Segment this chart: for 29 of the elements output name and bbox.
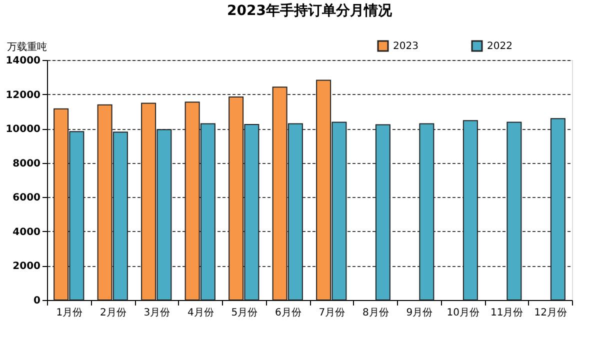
y-axis-title: 万载重吨 xyxy=(7,41,47,53)
y-tick-label: 2000 xyxy=(12,261,41,272)
bar xyxy=(462,120,478,300)
x-tick-label: 10月份 xyxy=(446,308,480,318)
bar xyxy=(506,122,522,300)
x-tick-label: 5月份 xyxy=(231,308,258,318)
x-tick-label: 6月份 xyxy=(274,308,302,318)
y-tick-label: 12000 xyxy=(6,90,41,101)
bar xyxy=(550,118,566,300)
y-tick-label: 14000 xyxy=(6,56,41,66)
y-tick-label: 6000 xyxy=(12,192,41,204)
bar xyxy=(419,123,434,300)
x-tick-label: 3月份 xyxy=(144,308,170,318)
x-tick-label: 4月份 xyxy=(187,308,214,318)
y-tick-label: 10000 xyxy=(6,124,41,136)
x-tick-label: 7月份 xyxy=(318,308,346,318)
y-tick-label: 0 xyxy=(34,296,41,306)
legend-label: 2022 xyxy=(487,41,512,52)
y-tick-label: 4000 xyxy=(12,226,41,238)
x-tick-label: 12月份 xyxy=(534,308,567,318)
legend-label: 2023 xyxy=(393,41,418,52)
bar xyxy=(375,124,390,300)
x-tick-label: 2月份 xyxy=(100,308,126,318)
x-tick-label: 9月份 xyxy=(406,308,433,318)
x-tick-label: 8月份 xyxy=(362,308,389,318)
y-tick-label: 8000 xyxy=(12,158,41,170)
x-tick-label: 11月份 xyxy=(490,308,524,318)
x-tick-label: 1月份 xyxy=(56,308,83,318)
chart-title: 2023年手持订单分月情况 xyxy=(227,2,393,19)
